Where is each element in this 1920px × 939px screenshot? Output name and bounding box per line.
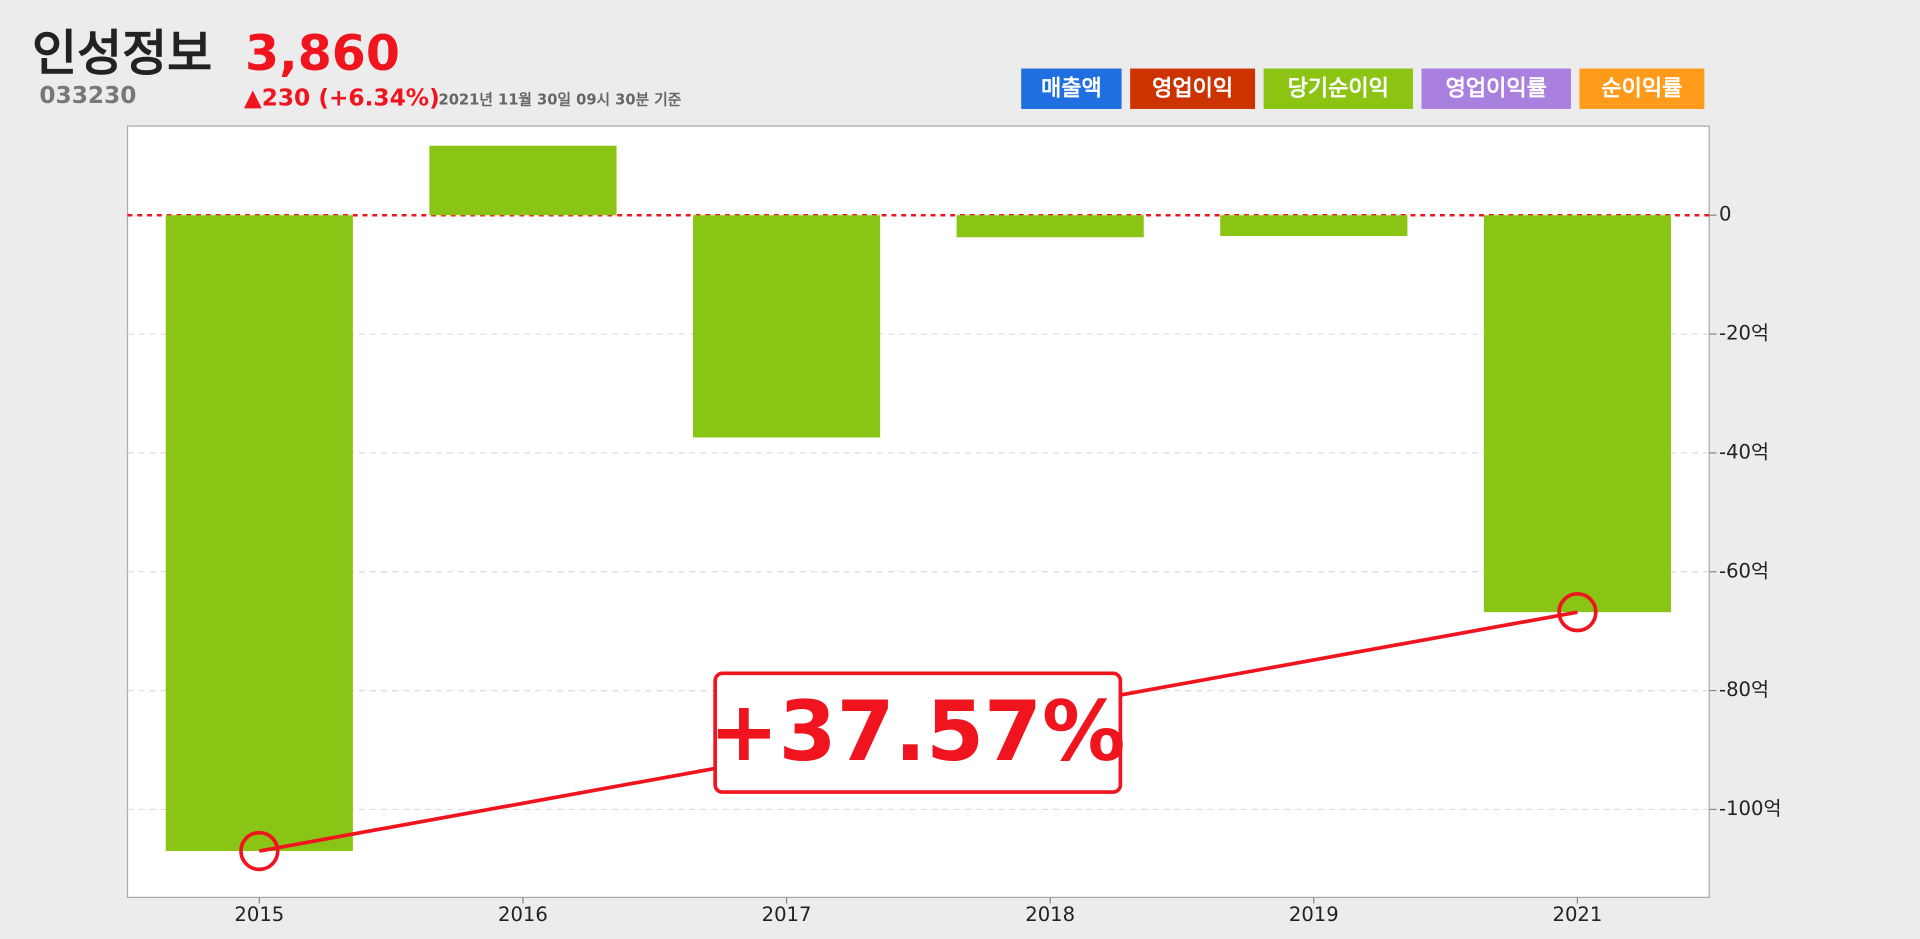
bar: [692, 215, 881, 438]
legend-label: 매출액: [1041, 76, 1102, 101]
legend-swatch: [1021, 68, 1122, 109]
timestamp: 2021년 11월 30일 09시 30분 기준: [438, 91, 681, 108]
bar: [956, 215, 1144, 238]
annotation-box: [713, 671, 1123, 794]
y-tick-label: -80억: [1719, 678, 1769, 701]
price: 3,860: [245, 25, 400, 82]
y-tick-label: 0: [1719, 203, 1731, 226]
x-tick-label: 2017: [762, 903, 812, 926]
legend-button[interactable]: 영업이익: [1130, 68, 1256, 109]
trend-point: [239, 830, 280, 872]
annotation-text: +37.57%: [709, 683, 1125, 780]
x-tick-label: 2018: [1025, 903, 1075, 926]
y-tick-label: -40억: [1719, 440, 1769, 463]
legend-label: 순이익률: [1601, 76, 1682, 101]
y-tick-label: -100억: [1719, 797, 1781, 820]
x-tick-label: 2021: [1553, 903, 1603, 926]
x-tick-label: 2019: [1289, 903, 1339, 926]
legend-button[interactable]: 당기순이익: [1263, 68, 1413, 109]
legend-button[interactable]: 영업이익률: [1421, 68, 1571, 109]
legend-swatch: [1130, 68, 1256, 109]
stock-name: 인성정보: [32, 25, 212, 82]
legend-button[interactable]: 매출액: [1021, 68, 1122, 109]
bar: [165, 215, 353, 852]
legend-swatch: [1421, 68, 1571, 109]
stock-code: 033230: [39, 82, 136, 109]
bar: [429, 145, 617, 216]
x-tick-label: 2015: [234, 903, 284, 926]
legend-swatch: [1579, 68, 1705, 109]
legend-label: 영업이익률: [1446, 76, 1547, 101]
legend-button[interactable]: 순이익률: [1579, 68, 1705, 109]
bar: [1483, 215, 1672, 613]
x-tick-label: 2016: [498, 903, 548, 926]
y-tick-label: -20억: [1719, 322, 1769, 345]
y-tick-label: -60억: [1719, 559, 1769, 582]
legend-label: 당기순이익: [1288, 76, 1389, 101]
trend-point: [1557, 591, 1598, 633]
legend-swatch: [1263, 68, 1413, 109]
bar: [1220, 215, 1408, 237]
legend-label: 영업이익: [1152, 76, 1233, 101]
price-change: ▲230 (+6.34%): [244, 85, 440, 112]
